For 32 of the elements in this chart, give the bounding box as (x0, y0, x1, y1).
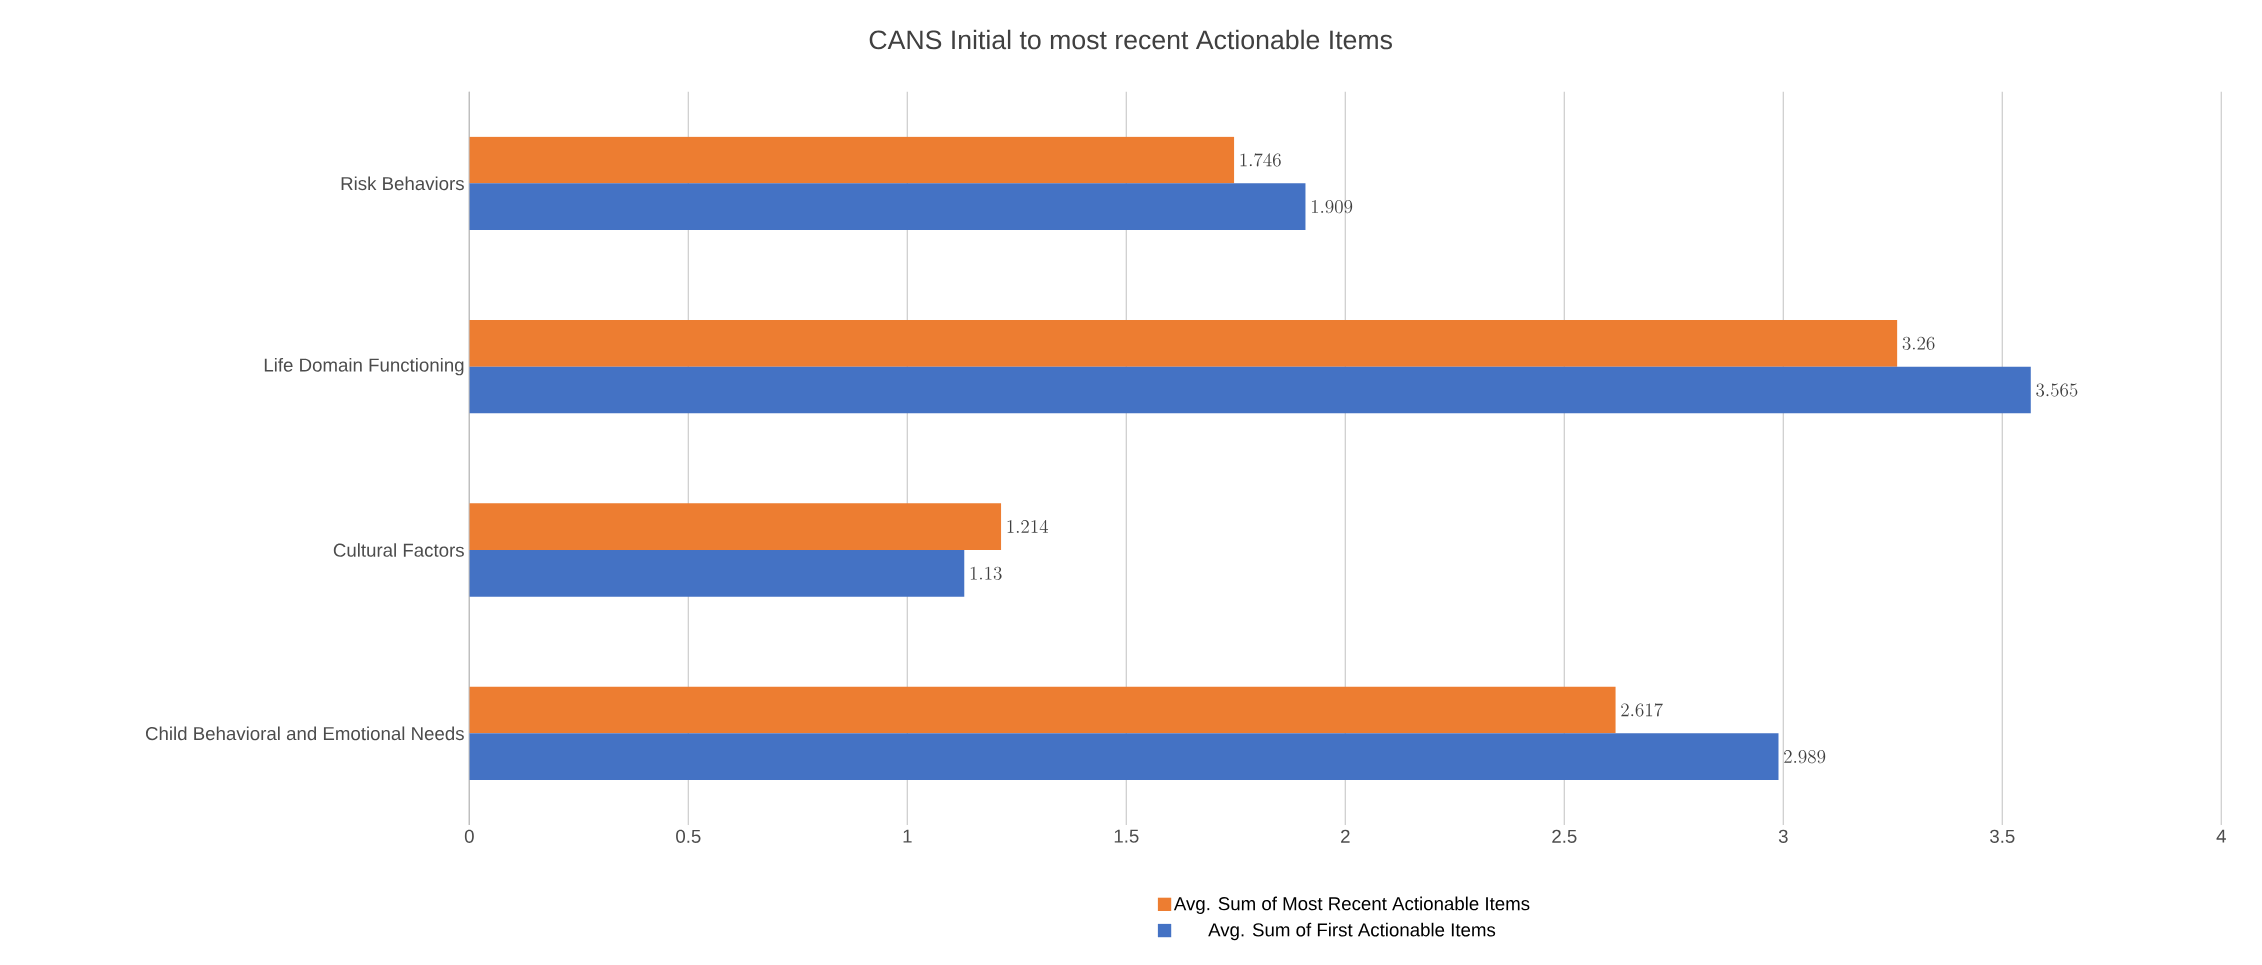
y-tick-label: Risk Behaviors (341, 176, 464, 191)
data-label: 1 .746 (1240, 153, 1281, 167)
y-tick-label: Life Domain Functioning (264, 357, 464, 376)
bar (469, 503, 1002, 550)
legend-label: Avg. Sum of First Actionable Items (1208, 922, 1496, 941)
x-tick-label: 1 (903, 829, 912, 843)
data-label: 3.26 (1902, 336, 1935, 350)
data-label: 3.565 (2036, 383, 2078, 397)
bar (469, 136, 1235, 184)
x-tick-label: 2 (1341, 829, 1350, 843)
x-tick-label: 3.5 (1990, 829, 2015, 843)
data-label: 1 .214 (1007, 519, 1049, 533)
data-label: 1 . 13 (970, 566, 1002, 580)
bar (469, 320, 1898, 367)
x-tick-label: 3 (1778, 829, 1788, 843)
chart-title: CANS Initial to most recent Actionable Items (869, 29, 1392, 50)
bar (469, 733, 1779, 780)
data-label: 1 .909 (1311, 200, 1353, 214)
bar (469, 686, 1616, 734)
data-label: 2.617 (1621, 703, 1663, 717)
x-tick-label: 0 (464, 829, 474, 843)
bar (469, 366, 2031, 414)
bar (469, 183, 1306, 230)
data-label: 2.989 (1784, 750, 1826, 764)
bar (469, 550, 965, 597)
x-tick-label: 2.5 (1552, 829, 1577, 843)
x-tick-label: 1.5 (1114, 829, 1139, 843)
x-tick-label: 0.5 (676, 829, 701, 843)
legend-label: Avg. Sum of Most Recent Actionable Items (1173, 896, 1530, 914)
y-tick-label: Cultural Factors (333, 543, 464, 557)
x-tick-label: 4 (2216, 829, 2226, 843)
y-tick-label: Child Behavioral and Emotional Needs (145, 726, 464, 741)
